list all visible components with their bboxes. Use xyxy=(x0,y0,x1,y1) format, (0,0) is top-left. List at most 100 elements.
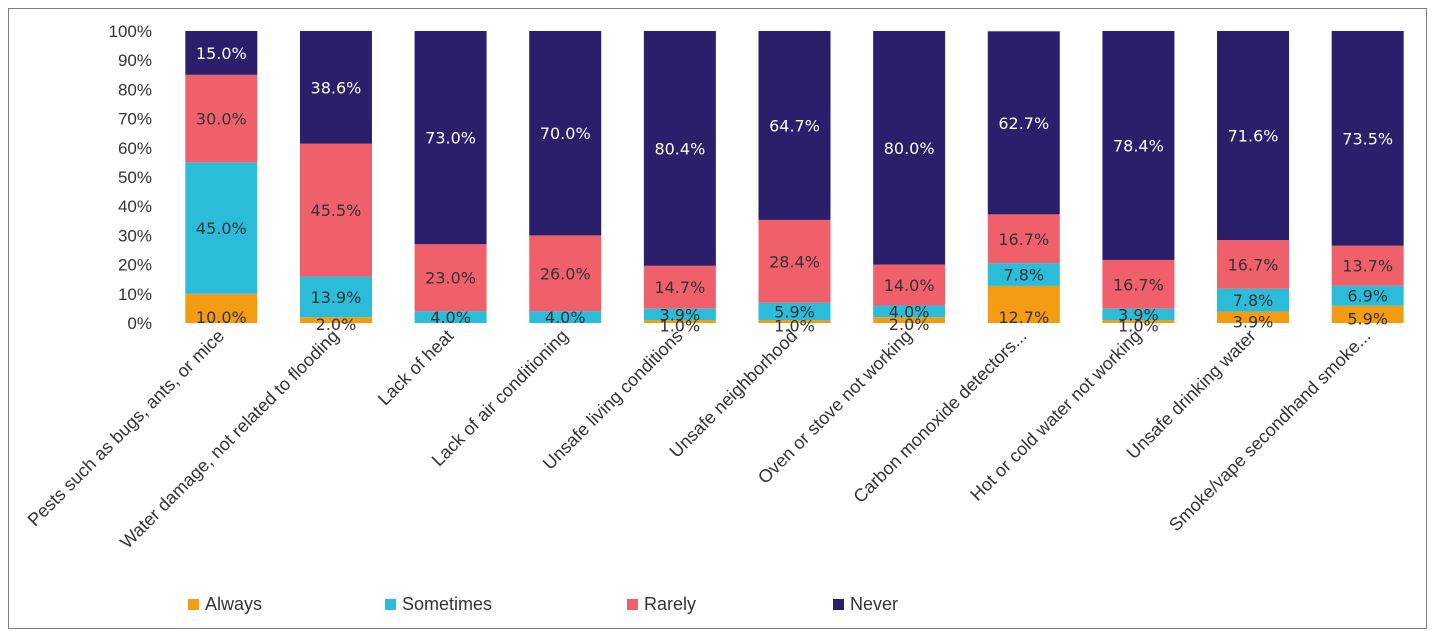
y-tick-label: 20% xyxy=(118,256,152,275)
bar-segment xyxy=(185,293,258,323)
data-label: 1.0% xyxy=(660,317,701,336)
data-label: 3.9% xyxy=(1233,312,1274,331)
y-tick-label: 80% xyxy=(118,80,152,99)
category-label: Unsafe drinking water xyxy=(1123,326,1260,463)
data-label: 23.0% xyxy=(425,269,476,288)
data-label: 45.5% xyxy=(311,201,362,220)
bar-segment xyxy=(414,311,487,323)
data-label: 10.0% xyxy=(196,308,247,327)
bar-segment xyxy=(529,31,602,236)
legend-swatch xyxy=(833,599,844,610)
data-label: 2.0% xyxy=(889,315,930,334)
category-label: Smoke/vape secondhand smoke... xyxy=(1165,326,1374,535)
bar-segment xyxy=(643,320,716,323)
bar-segment xyxy=(1331,285,1404,306)
data-label: 4.0% xyxy=(889,302,930,321)
bar-segment xyxy=(987,214,1060,264)
data-label: 73.0% xyxy=(425,129,476,148)
category-label: Water damage, not related to flooding xyxy=(116,326,343,553)
bar-segment xyxy=(987,263,1060,286)
bar-segment xyxy=(873,31,946,265)
bar-segment xyxy=(414,31,487,245)
y-tick-label: 30% xyxy=(118,226,152,245)
bar-segment xyxy=(414,244,487,312)
data-label: 14.0% xyxy=(884,276,935,295)
legend-label: Rarely xyxy=(644,594,697,614)
y-tick-label: 70% xyxy=(118,110,152,129)
bar-segment xyxy=(299,317,372,323)
data-label: 78.4% xyxy=(1113,136,1164,155)
data-label: 13.9% xyxy=(311,288,362,307)
data-label: 30.0% xyxy=(196,110,247,129)
bar-segment xyxy=(185,74,258,163)
legend-item: Rarely xyxy=(627,594,696,615)
bar-segment xyxy=(1217,311,1290,323)
bar-segment xyxy=(1217,240,1290,289)
bar-segment xyxy=(185,162,258,294)
data-label: 5.9% xyxy=(774,302,815,321)
data-label: 3.9% xyxy=(660,305,701,324)
data-label: 6.9% xyxy=(1347,287,1388,306)
data-label: 14.7% xyxy=(654,278,705,297)
data-label: 45.0% xyxy=(196,219,247,238)
y-tick-label: 10% xyxy=(118,285,152,304)
bar-segment xyxy=(758,31,831,220)
legend-label: Always xyxy=(205,594,263,614)
legend-swatch xyxy=(188,599,199,610)
data-label: 4.0% xyxy=(430,308,471,327)
bar-segment xyxy=(1102,308,1175,321)
data-label: 62.7% xyxy=(998,114,1049,133)
bar-segment xyxy=(987,285,1060,323)
data-label: 7.8% xyxy=(1003,266,1044,285)
bar-segment xyxy=(873,264,946,306)
legend-item: Never xyxy=(833,594,898,615)
bar-segment xyxy=(1331,305,1404,323)
legend-swatch xyxy=(627,599,638,610)
data-label: 28.4% xyxy=(769,252,820,271)
data-label: 3.9% xyxy=(1118,305,1159,324)
bar-segment xyxy=(299,276,372,318)
bar-segment xyxy=(1102,31,1175,260)
category-label: Unsafe neighborhood xyxy=(665,326,801,462)
data-label: 70.0% xyxy=(540,124,591,143)
bar-segment xyxy=(643,265,716,309)
legend-item: Always xyxy=(188,594,262,615)
bar-segment xyxy=(1217,288,1290,312)
data-label: 73.5% xyxy=(1342,129,1393,148)
legend-label: Never xyxy=(850,594,899,614)
data-label: 2.0% xyxy=(316,315,357,334)
data-label: 4.0% xyxy=(545,308,586,327)
bar-segment xyxy=(643,31,716,266)
legend-swatch xyxy=(385,599,396,610)
bar-segment xyxy=(299,31,372,144)
data-label: 16.7% xyxy=(998,230,1049,249)
data-label: 71.6% xyxy=(1228,127,1279,146)
bar-segment xyxy=(758,302,831,321)
y-tick-label: 50% xyxy=(118,168,152,187)
data-label: 64.7% xyxy=(769,116,820,135)
bar-segment xyxy=(758,320,831,323)
y-tick-label: 90% xyxy=(118,51,152,70)
bar-segment xyxy=(1102,259,1175,309)
data-label: 12.7% xyxy=(998,308,1049,327)
bar-segment xyxy=(529,235,602,312)
y-tick-label: 60% xyxy=(118,139,152,158)
legend-item: Sometimes xyxy=(385,594,492,615)
y-tick-label: 0% xyxy=(127,314,152,333)
data-label: 80.0% xyxy=(884,139,935,158)
data-label: 5.9% xyxy=(1347,309,1388,328)
bar-segment xyxy=(758,219,831,303)
data-label: 16.7% xyxy=(1228,255,1279,274)
bar-segment xyxy=(873,305,946,318)
y-tick-label: 40% xyxy=(118,197,152,216)
bar-segment xyxy=(987,31,1060,215)
bar-segment xyxy=(1331,31,1404,246)
bar-segment xyxy=(1331,245,1404,286)
data-label: 1.0% xyxy=(774,317,815,336)
data-label: 80.4% xyxy=(654,139,705,158)
bar-segment xyxy=(1102,320,1175,323)
y-tick-label: 100% xyxy=(109,22,152,41)
category-label: Pests such as bugs, ants, or mice xyxy=(24,326,228,530)
bar-segment xyxy=(185,31,258,75)
